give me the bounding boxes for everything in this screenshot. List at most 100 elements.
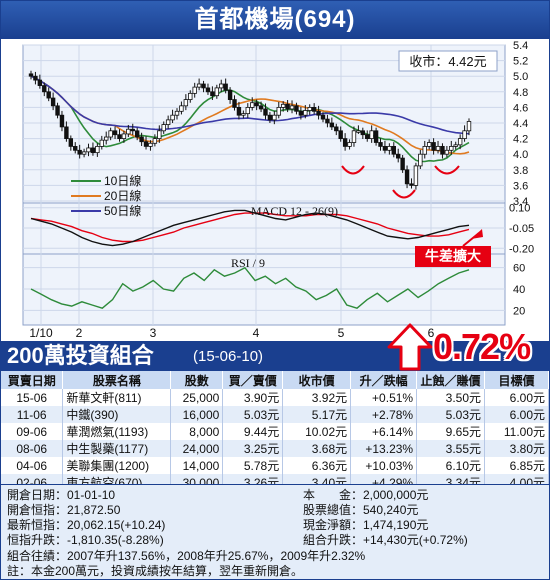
candle-body [241, 113, 246, 116]
cell-buy-price: 5.03元 [222, 406, 284, 423]
bottom-arc-3 [434, 165, 460, 175]
candle-body [365, 134, 370, 139]
candle-body [289, 105, 295, 110]
cell-target: 6.00元 [484, 389, 549, 406]
cell-buy-price: 5.78元 [222, 457, 284, 474]
cell-target: 6.00元 [484, 406, 549, 423]
candle-body [298, 110, 304, 116]
candle-body [161, 124, 166, 132]
candle-body [121, 133, 127, 139]
table-row: 04-06 美聯集團(1200) 14,000 5.78元 6.36元 +10.… [1, 457, 549, 474]
candle-body [117, 134, 122, 139]
summary-stock-value: 股票總值：540,240元 [303, 503, 419, 517]
candle-body [130, 128, 135, 132]
candle-body [453, 144, 458, 147]
candle-body [219, 83, 224, 89]
cell-target: 3.80元 [484, 440, 549, 457]
candle-body [81, 151, 87, 155]
title-bar: 首都機場(694) [1, 1, 549, 39]
holdings-table: 買賣日期 股票名稱 股數 買／賣價 收市價 升／跌幅 止蝕／賺價 目標價 15-… [1, 371, 549, 491]
legend-label-ma10: 10日線 [104, 173, 141, 188]
candle-body [192, 86, 197, 94]
candle-body [276, 107, 281, 116]
candle-body [435, 146, 441, 151]
candle-body [99, 139, 104, 147]
candle-body [64, 126, 69, 140]
candle-body [303, 110, 308, 116]
macd-tick-label: -0.20 [509, 243, 534, 255]
candle-body [223, 83, 228, 91]
candle-body [210, 91, 215, 97]
summary-history: 組合往績：2007年升137.56%，2008年升25.67%，2009年升2.… [7, 549, 366, 563]
candle-body [170, 114, 175, 121]
col-header-date: 買賣日期 [1, 371, 64, 389]
cell-name: 美聯集團(1200) [62, 457, 172, 474]
portfolio-header: 200萬投資組合 (15-06-10) [1, 341, 549, 371]
candle-body [391, 146, 396, 155]
candle-body [126, 128, 131, 135]
candle-body [400, 157, 405, 171]
candle-body [369, 130, 374, 140]
candle-body [360, 130, 366, 136]
candle-body [426, 142, 432, 147]
cell-shares: 16,000 [170, 406, 224, 423]
close-price-box [398, 50, 498, 72]
candle-body [396, 153, 401, 159]
cell-shares: 14,000 [170, 457, 224, 474]
price-tick-label: 5.2 [513, 56, 528, 68]
price-tick-label: 3.4 [513, 196, 528, 208]
cell-date: 04-06 [1, 457, 64, 474]
cell-stop: 3.55元 [416, 440, 485, 457]
rsi-tick-label: 60 [513, 263, 525, 275]
candle-body [196, 83, 202, 88]
candle-body [320, 114, 326, 120]
macd-tick-label: -0.05 [509, 223, 534, 235]
candle-body [183, 99, 189, 107]
candle-body [285, 103, 290, 110]
cell-change: +0.51% [350, 389, 418, 406]
candle-body [157, 130, 162, 140]
candle-body [227, 89, 233, 101]
candle-body [46, 91, 51, 99]
candle-body [382, 146, 388, 151]
candle-body [418, 153, 423, 167]
price-tick-label: 5.4 [513, 40, 528, 52]
x-tick-label: 6 [428, 326, 435, 340]
candle-body [201, 83, 206, 89]
cell-close: 10.02元 [282, 423, 352, 440]
candle-body [329, 122, 335, 128]
candle-body [232, 99, 237, 108]
cell-change: +6.14% [350, 423, 418, 440]
cell-name: 中生製藥(1177) [62, 440, 172, 457]
candle-body [413, 165, 419, 186]
price-tick-label: 4.6 [513, 102, 528, 114]
x-axis-labels: 1/10 2 3 4 5 6 [29, 326, 434, 340]
cell-change: +13.23% [350, 440, 418, 457]
candle-body [404, 169, 410, 185]
ma50-line [30, 75, 470, 135]
candle-body [294, 105, 299, 112]
cell-date: 11-06 [1, 406, 64, 423]
candle-body [104, 136, 109, 141]
rsi-tick-label: 20 [513, 305, 525, 317]
summary-portfolio-change: 組合升跌：+14,430元(+0.72%) [303, 533, 468, 547]
candle-body [143, 141, 149, 147]
candle-body [431, 142, 436, 151]
bottom-arc-2 [392, 189, 416, 199]
cell-stop: 9.65元 [416, 423, 485, 440]
table-row: 15-06 新華文軒(811) 25,000 3.90元 3.92元 +0.51… [1, 389, 549, 406]
candle-body [263, 108, 268, 116]
summary-latest-index: 最新恒指：20,062.15(+10.24) [7, 518, 166, 532]
bottom-arc-1 [341, 165, 365, 175]
portfolio-change: 0.72% [381, 323, 549, 371]
candle-body [214, 87, 220, 97]
candle-body [373, 130, 379, 143]
cell-close: 3.92元 [282, 389, 352, 406]
cell-stop: 6.10元 [416, 457, 485, 474]
rsi-title: RSI / 9 [231, 256, 265, 270]
y-axis-labels: 5.4 5.2 5.0 4.8 4.6 4.4 4.2 4.0 3.8 3.6 3.40.10 -0.… [509, 40, 534, 317]
candle-body [55, 105, 60, 116]
portfolio-change-pct: 0.72% [433, 326, 531, 367]
candle-body [90, 147, 96, 154]
moving-averages [30, 75, 470, 163]
